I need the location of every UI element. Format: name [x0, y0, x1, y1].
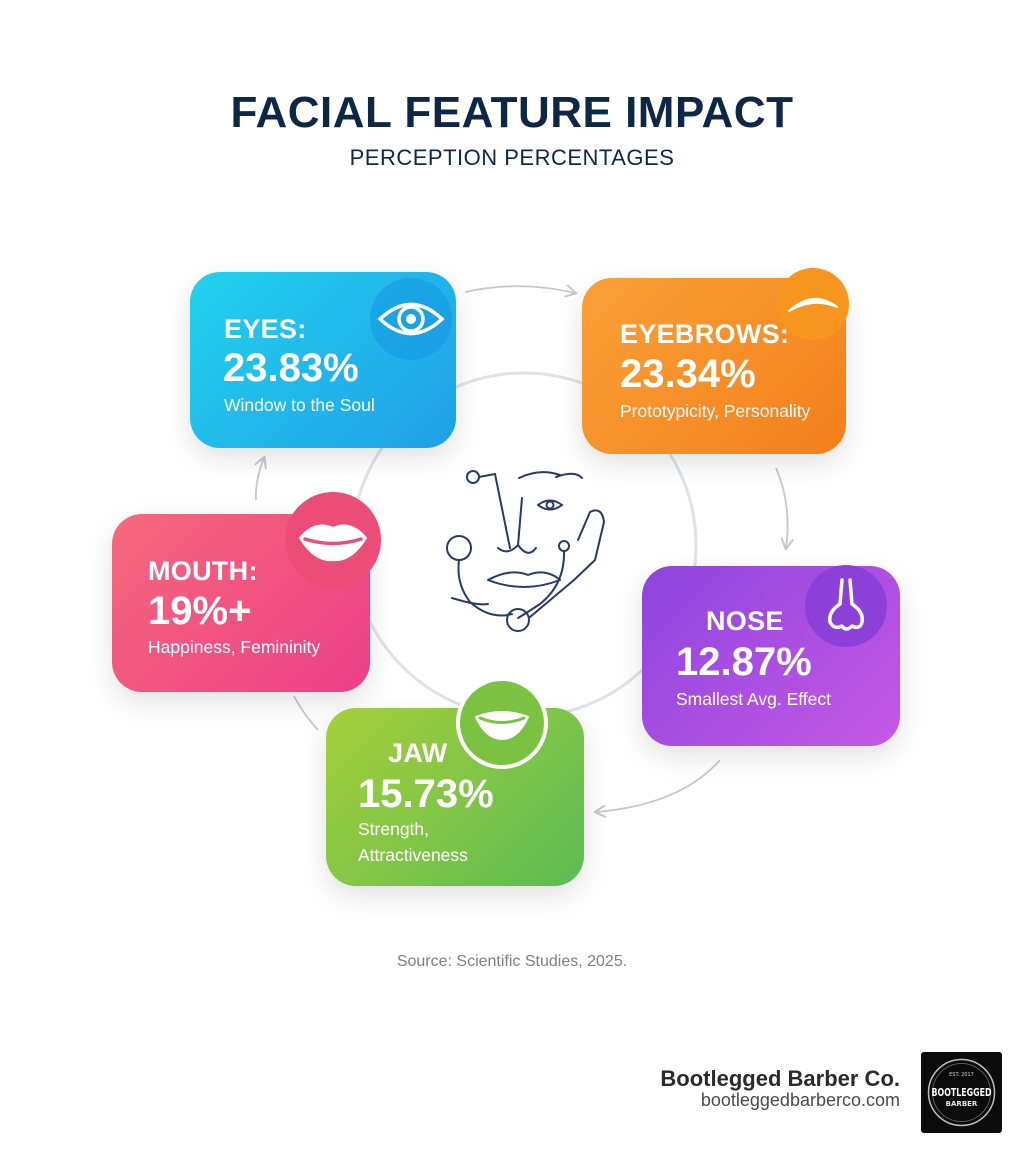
feature-value-nose: 12.87% [676, 640, 812, 684]
arrow-eyes-to-eyebrows [464, 286, 575, 293]
smile-icon-badge-inner [460, 681, 544, 765]
feature-desc-jaw-line1: Strength, [358, 819, 430, 839]
eyebrow-icon [777, 268, 849, 340]
eye-icon [370, 278, 452, 360]
brand-logo-main-text: BOOTLEGGED [932, 1086, 992, 1099]
feature-label-eyebrows: EYEBROWS: [620, 319, 790, 349]
face-line-art [446, 470, 605, 632]
brand-logo: EST. 2017 BOOTLEGGED BARBER [921, 1052, 1002, 1133]
source-note: Source: Scientific Studies, 2025. [396, 953, 628, 970]
feature-desc-nose: Smallest Avg. Effect [676, 689, 831, 709]
feature-desc-eyebrows: Prototypicity, Personality [620, 401, 811, 421]
feature-desc-jaw: Strength, Attractiveness [358, 816, 468, 868]
feature-label-eyes: EYES: [224, 314, 307, 344]
brand-name: Bootlegged Barber Co. [660, 1066, 900, 1091]
feature-value-eyebrows: 23.34% [620, 352, 756, 396]
lips-icon [285, 492, 381, 588]
feature-value-eyes: 23.83% [223, 346, 359, 390]
page-subtitle: PERCEPTION PERCENTAGES [349, 145, 675, 170]
feature-desc-mouth: Happiness, Femininity [148, 637, 321, 657]
arrow-nose-to-jaw [596, 759, 721, 812]
feature-desc-jaw-line2: Attractiveness [358, 845, 468, 865]
feature-card-eyebrows: EYEBROWS: 23.34% Prototypicity, Personal… [582, 278, 846, 454]
feature-desc-eyes: Window to the Soul [224, 395, 375, 415]
brand-url[interactable]: bootleggedbarberco.com [700, 1090, 900, 1110]
feature-value-jaw: 15.73% [358, 772, 494, 816]
page-title: FACIAL FEATURE IMPACT [230, 88, 794, 137]
feature-label-mouth: MOUTH: [148, 556, 258, 586]
brand-logo-sub-text: BARBER [946, 1100, 978, 1108]
feature-label-jaw: JAW [388, 738, 448, 768]
feature-value-mouth: 19%+ [148, 589, 252, 633]
arrow-eyebrows-to-nose [775, 467, 788, 548]
arrow-jaw-to-mouth [293, 695, 319, 731]
arrow-mouth-to-eyes [256, 458, 264, 501]
nose-icon [805, 565, 887, 647]
feature-label-nose: NOSE [706, 606, 784, 636]
smile-icon [456, 677, 548, 769]
brand-logo-top-text: EST. 2017 [949, 1072, 974, 1078]
